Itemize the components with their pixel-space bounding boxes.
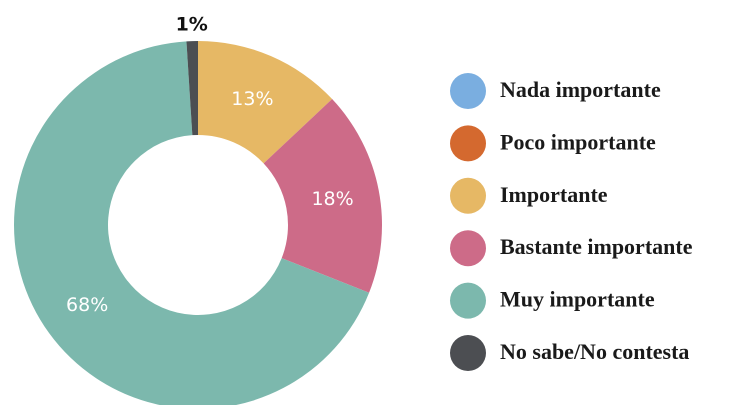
legend-label: Importante bbox=[500, 182, 608, 207]
legend-label: Nada importante bbox=[500, 77, 661, 102]
data-label: 1% bbox=[176, 14, 208, 36]
data-label: 18% bbox=[311, 188, 353, 210]
data-label: 68% bbox=[66, 294, 108, 316]
legend-swatch bbox=[450, 73, 486, 109]
legend-label: Muy importante bbox=[500, 287, 655, 312]
legend-swatch bbox=[450, 282, 486, 319]
donut-segment bbox=[14, 41, 370, 405]
legend-swatch bbox=[450, 335, 486, 371]
legend-swatch bbox=[450, 125, 486, 162]
donut-segment bbox=[263, 99, 383, 293]
donut-segment bbox=[198, 41, 333, 164]
legend-swatch bbox=[450, 177, 486, 214]
legend-swatch bbox=[450, 230, 486, 267]
legend-label: Poco importante bbox=[500, 129, 656, 154]
donut-segment bbox=[186, 41, 198, 136]
data-label: 13% bbox=[231, 88, 273, 110]
legend-label: Bastante importante bbox=[500, 234, 693, 259]
legend-label: No sabe/No contesta bbox=[500, 339, 689, 364]
